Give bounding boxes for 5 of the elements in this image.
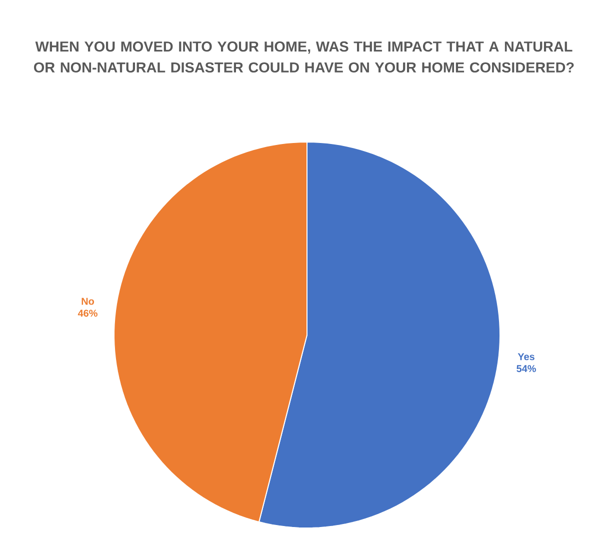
data-label: 54%	[516, 365, 536, 372]
data-label: 46%	[78, 310, 98, 317]
slice-label: Yes	[518, 353, 534, 360]
slice-label: No	[82, 298, 94, 305]
chart-title: WHEN YOU MOVED INTO YOUR HOME, WAS THE IMPACT THAT A NATURAL OR NON-NATURAL DISASTER COULD HAVE ON YOUR HOME CONSIDERED?	[34, 41, 574, 73]
